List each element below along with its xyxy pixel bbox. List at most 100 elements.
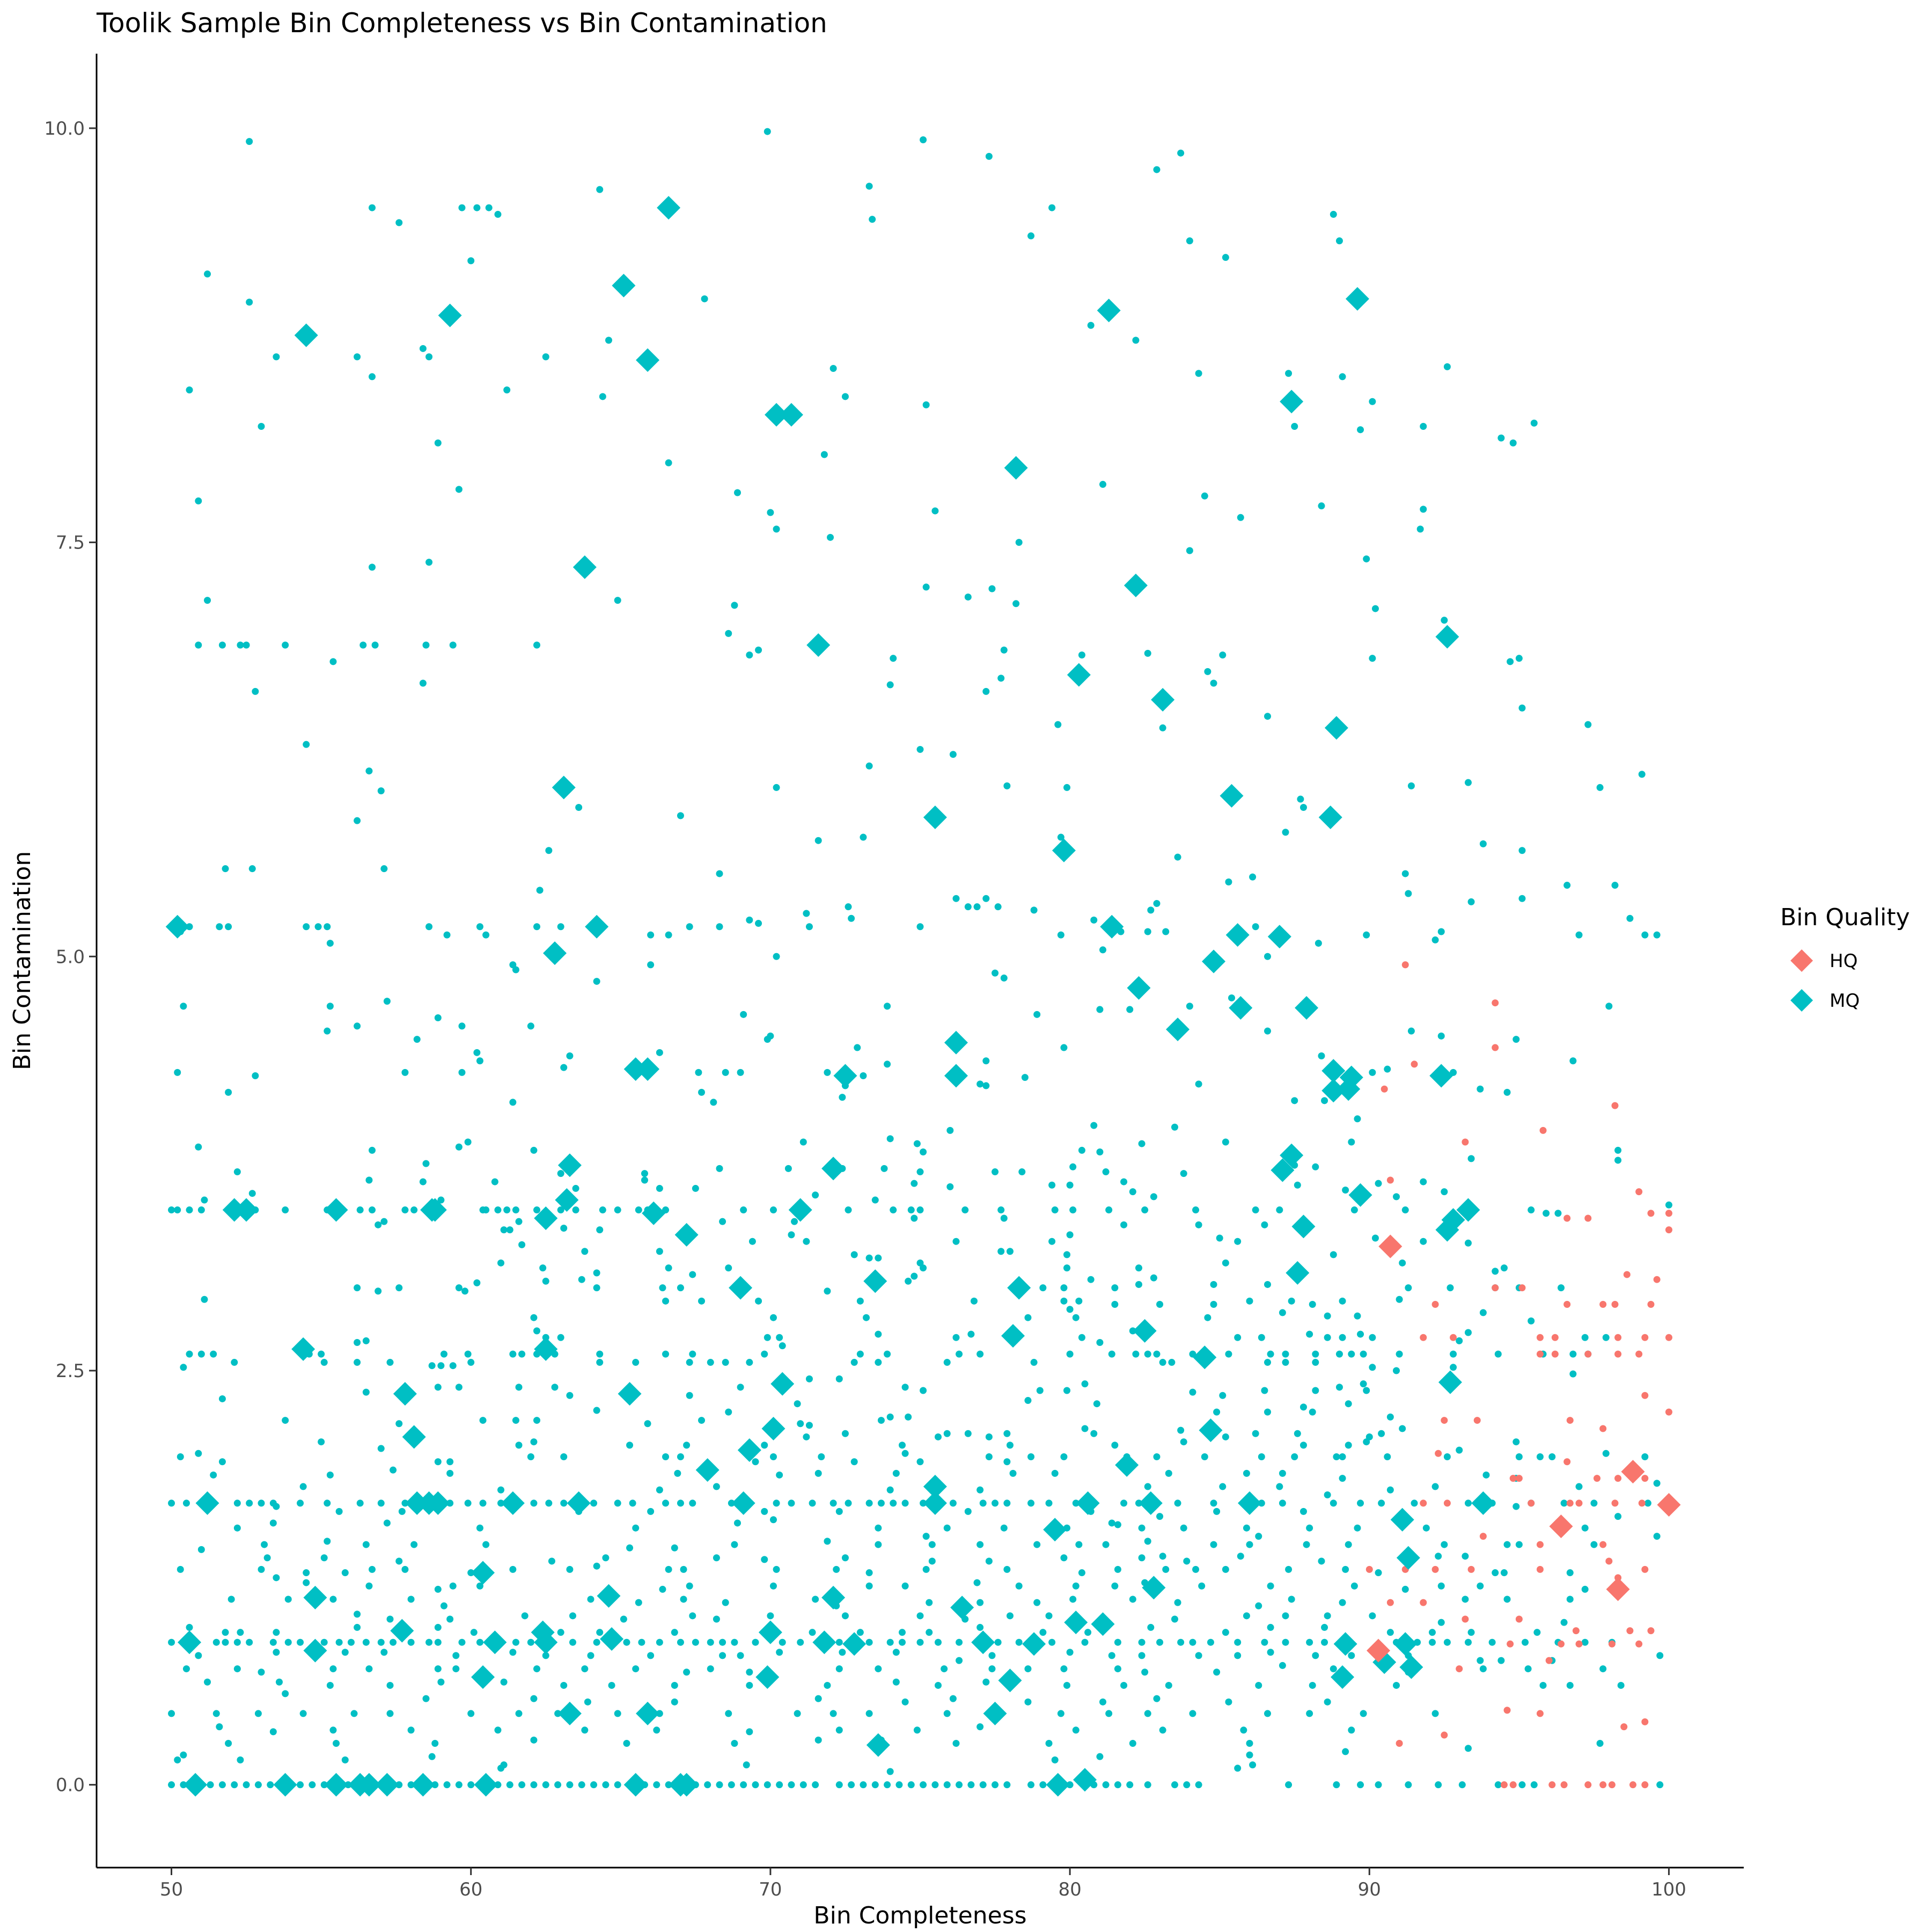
data-point-mq (1462, 1596, 1469, 1603)
data-point-hq (1431, 1301, 1439, 1308)
data-point-hq (1647, 1210, 1655, 1217)
data-point-mq (680, 1596, 687, 1603)
data-point-mq (710, 1099, 717, 1106)
data-point-mq-large (534, 1206, 558, 1230)
data-point-mq (1090, 1430, 1098, 1437)
data-point-mq (1596, 784, 1604, 791)
data-point-mq-large (357, 1773, 381, 1797)
data-point-mq-large (390, 1619, 414, 1643)
data-point-mq (326, 940, 334, 947)
data-point-mq (737, 1069, 744, 1076)
data-point-mq (1189, 1388, 1196, 1396)
data-point-mq-large (833, 1064, 857, 1088)
data-point-mq (623, 1638, 630, 1646)
data-point-mq (569, 1638, 577, 1646)
data-point-mq (1494, 1350, 1502, 1358)
data-point-mq (1120, 1681, 1128, 1689)
data-point-mq-large (324, 1773, 348, 1797)
data-point-mq (1371, 1234, 1379, 1242)
data-point-mq (716, 1781, 723, 1789)
data-point-mq (1345, 1400, 1352, 1408)
data-point-mq (1386, 1413, 1394, 1421)
data-point-hq (1551, 1334, 1559, 1341)
data-point-hq (1563, 1458, 1571, 1466)
data-point-mq (797, 1420, 804, 1428)
data-point-mq (1036, 1387, 1044, 1394)
data-point-mq (1021, 1074, 1029, 1081)
data-point-mq (314, 923, 322, 931)
data-point-mq (539, 1264, 547, 1272)
data-point-mq (593, 1407, 600, 1414)
data-point-mq (186, 1206, 193, 1214)
data-point-mq-large (761, 1417, 785, 1441)
data-point-mq (512, 966, 519, 974)
data-point-mq (647, 1507, 655, 1515)
data-point-mq-large (1127, 976, 1151, 1000)
data-point-mq (1237, 1553, 1244, 1560)
data-point-mq-large (1193, 1345, 1217, 1370)
data-point-mq (835, 1665, 843, 1673)
data-point-mq (850, 1359, 858, 1366)
data-point-mq (231, 1359, 238, 1366)
data-point-mq (512, 1638, 519, 1646)
data-point-mq (390, 1466, 397, 1474)
data-point-mq (455, 1384, 462, 1391)
data-point-mq (665, 931, 672, 939)
data-point-mq-large (411, 1773, 435, 1797)
data-point-mq (1638, 771, 1646, 778)
data-point-mq (282, 1417, 289, 1424)
data-point-hq (1545, 1657, 1553, 1664)
data-point-mq (515, 1441, 523, 1449)
data-point-mq (1246, 1297, 1253, 1305)
data-point-mq (799, 1781, 807, 1789)
data-point-mq (168, 1206, 175, 1214)
data-point-mq (769, 1314, 777, 1321)
data-point-mq (755, 1297, 762, 1305)
data-point-mq (464, 1350, 472, 1358)
data-point-mq (1090, 916, 1098, 924)
data-point-mq (273, 1574, 280, 1582)
data-point-mq (976, 1541, 984, 1548)
data-point-mq (982, 1057, 990, 1065)
data-point-hq (1450, 1334, 1457, 1341)
data-point-mq (515, 1218, 523, 1225)
data-point-mq (1222, 1433, 1229, 1440)
data-point-mq (1306, 1710, 1313, 1717)
data-point-mq (1464, 779, 1472, 786)
data-point-mq (1159, 1726, 1166, 1734)
data-point-mq (437, 1196, 445, 1204)
data-point-mq (1102, 1168, 1110, 1176)
data-point-mq (992, 1499, 999, 1507)
data-point-mq (845, 1499, 852, 1507)
data-point-mq (1411, 1499, 1418, 1507)
data-point-mq (728, 1781, 735, 1789)
data-point-mq (1435, 1553, 1442, 1560)
data-point-mq (455, 1781, 462, 1789)
data-point-mq (1195, 370, 1202, 377)
data-point-mq (992, 1781, 999, 1789)
data-point-mq (243, 1781, 250, 1789)
data-point-mq (1299, 1403, 1307, 1411)
data-point-mq (1456, 1337, 1463, 1344)
data-point-mq (506, 1781, 513, 1789)
data-point-mq (434, 1638, 442, 1646)
data-point-mq (1443, 363, 1451, 370)
data-point-mq-large (557, 1153, 582, 1177)
data-point-mq (263, 1554, 271, 1562)
data-point-mq (956, 1638, 963, 1646)
data-point-hq (1575, 1640, 1583, 1648)
data-point-mq-large (1441, 1208, 1465, 1232)
data-point-mq (629, 1499, 636, 1507)
data-point-mq (324, 1027, 331, 1035)
data-point-mq (243, 641, 250, 649)
data-point-mq (344, 1781, 352, 1789)
data-point-mq (1321, 1097, 1328, 1104)
data-point-mq (324, 1538, 331, 1545)
data-point-mq (365, 767, 373, 775)
data-point-mq (425, 559, 433, 566)
data-point-mq (922, 1565, 930, 1573)
data-point-mq (608, 1681, 615, 1689)
data-point-mq (347, 1638, 355, 1646)
legend-key-hq (1790, 949, 1813, 972)
data-point-mq (1267, 1582, 1274, 1590)
